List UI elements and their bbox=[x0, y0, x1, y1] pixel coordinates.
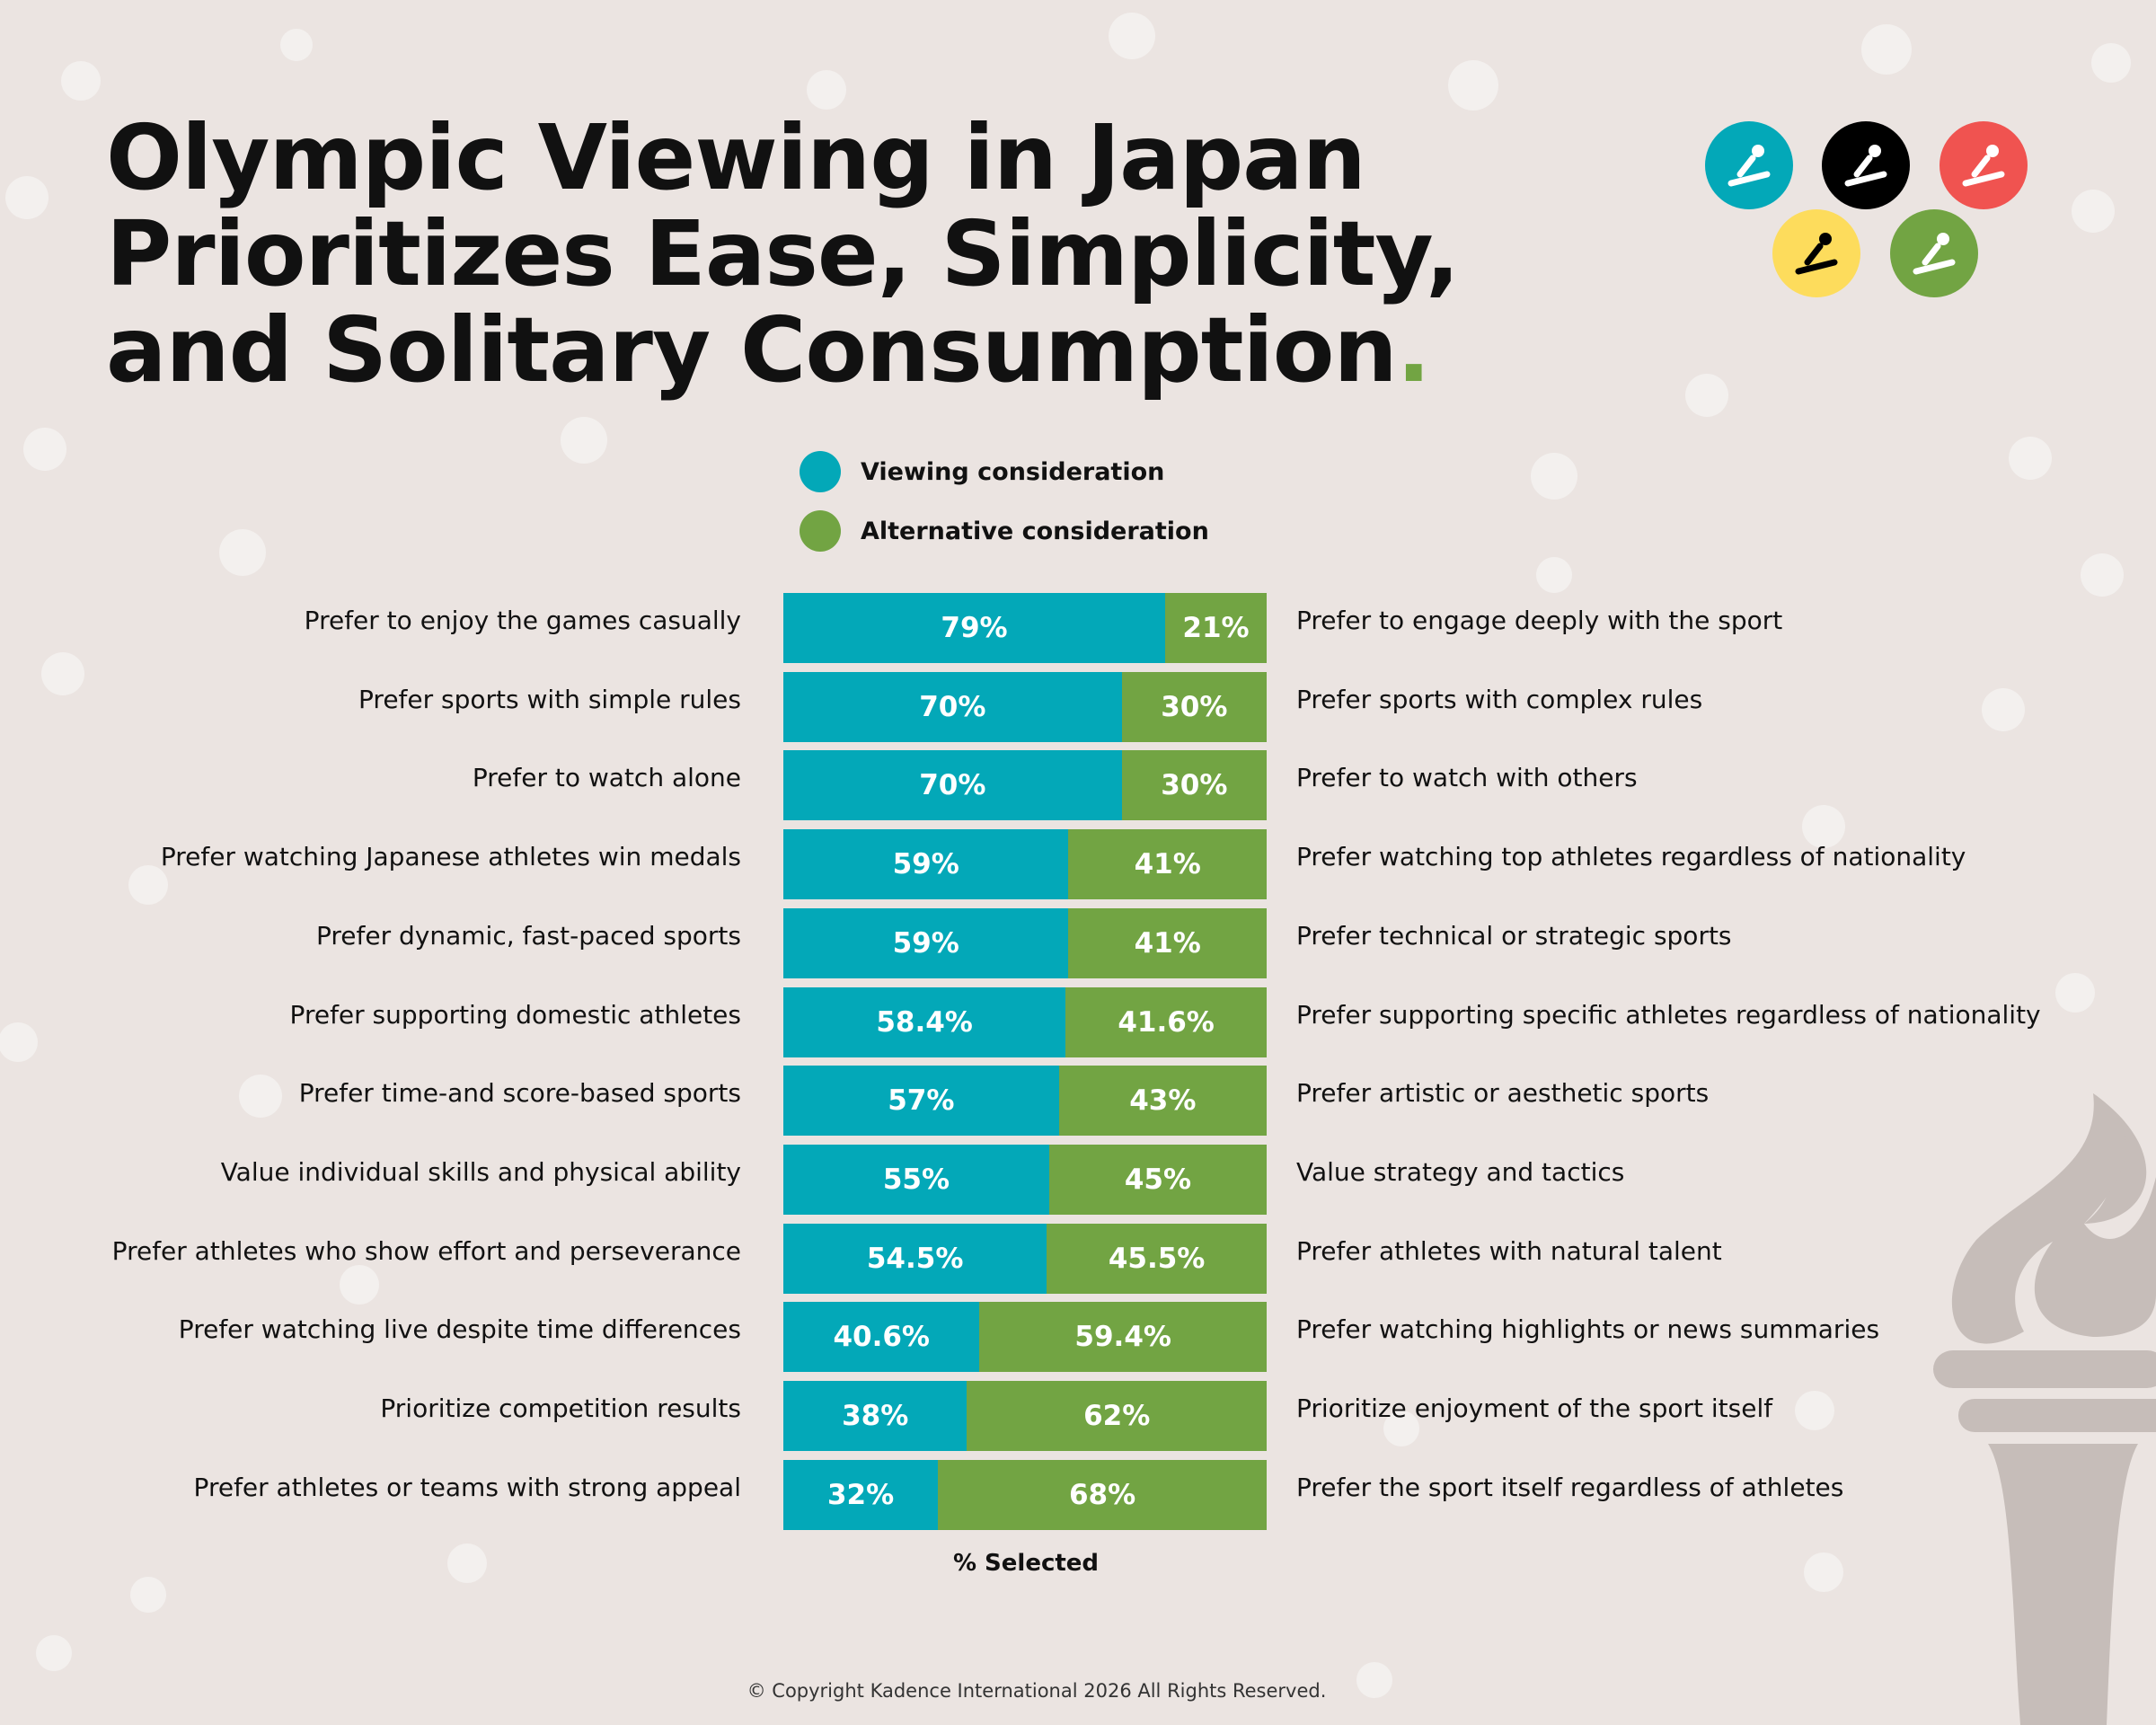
legend-label: Alternative consideration bbox=[861, 517, 1209, 545]
right-category-label: Prioritize enjoyment of the sport itself bbox=[1296, 1393, 1773, 1423]
page-title: Olympic Viewing in Japan Prioritizes Eas… bbox=[106, 110, 1633, 398]
speed-skating-icon bbox=[1940, 121, 2028, 209]
bar-alternative: 41% bbox=[1068, 829, 1267, 900]
data-label: 30% bbox=[1161, 769, 1228, 802]
data-label: 79% bbox=[941, 612, 1008, 644]
right-category-label: Prefer sports with complex rules bbox=[1296, 684, 1703, 714]
data-label: 58.4% bbox=[876, 1005, 973, 1039]
right-category-label: Prefer technical or strategic sports bbox=[1296, 920, 1732, 951]
left-category-label: Prefer athletes who show effort and pers… bbox=[111, 1235, 741, 1266]
bar-alternative: 43% bbox=[1058, 1066, 1267, 1137]
data-label: 68% bbox=[1068, 1478, 1136, 1511]
left-category-label: Value individual skills and physical abi… bbox=[220, 1156, 741, 1187]
curling-icon bbox=[1705, 121, 1793, 209]
bar-alternative: 21% bbox=[1165, 593, 1267, 663]
right-category-label: Prefer watching highlights or news summa… bbox=[1296, 1314, 1880, 1345]
left-category-label: Prefer time-and score-based sports bbox=[298, 1078, 741, 1109]
torch-icon bbox=[1933, 1093, 2156, 1725]
bar-alternative: 30% bbox=[1121, 750, 1267, 821]
title-dot: . bbox=[1396, 297, 1431, 402]
legend-label: Viewing consideration bbox=[861, 457, 1165, 486]
bar-alternative: 41% bbox=[1068, 907, 1267, 978]
bar-viewing: 57% bbox=[783, 1066, 1059, 1137]
x-axis-label: % Selected bbox=[952, 1550, 1100, 1577]
bar-viewing: 70% bbox=[783, 750, 1122, 821]
legend-swatch bbox=[800, 451, 841, 492]
bar-viewing: 59% bbox=[783, 829, 1069, 900]
data-label: 57% bbox=[888, 1084, 955, 1118]
bar-alternative: 45% bbox=[1048, 1144, 1267, 1215]
bar-viewing: 59% bbox=[783, 907, 1069, 978]
bar-alternative: 45.5% bbox=[1047, 1223, 1267, 1294]
left-category-label: Prefer sports with simple rules bbox=[358, 684, 741, 714]
bar-viewing: 40.6% bbox=[783, 1302, 980, 1373]
left-category-label: Prefer watching Japanese athletes win me… bbox=[160, 842, 741, 872]
left-category-label: Prefer watching live despite time differ… bbox=[178, 1314, 741, 1345]
data-label: 59% bbox=[892, 926, 959, 960]
bar-alternative: 30% bbox=[1121, 671, 1267, 742]
bar-viewing: 70% bbox=[783, 671, 1122, 742]
data-label: 30% bbox=[1161, 690, 1228, 723]
data-label: 32% bbox=[826, 1478, 895, 1511]
bar-viewing: 79% bbox=[783, 593, 1166, 663]
figure-skating-icon bbox=[1772, 209, 1860, 297]
bar-alternative: 41.6% bbox=[1065, 986, 1267, 1057]
bar-viewing: 54.5% bbox=[783, 1223, 1047, 1294]
legend-swatch bbox=[800, 510, 841, 552]
data-label: 70% bbox=[919, 690, 986, 723]
bar-viewing: 55% bbox=[783, 1144, 1049, 1215]
right-category-label: Prefer supporting specific athletes rega… bbox=[1296, 999, 2041, 1030]
data-label: 45% bbox=[1124, 1163, 1192, 1196]
data-label: 54.5% bbox=[866, 1242, 964, 1275]
right-category-label: Prefer to watch with others bbox=[1296, 763, 1638, 793]
data-label: 43% bbox=[1129, 1084, 1197, 1118]
data-label: 41% bbox=[1134, 848, 1201, 881]
data-label: 55% bbox=[882, 1163, 950, 1196]
legend-item: Alternative consideration bbox=[800, 510, 1209, 552]
bar-alternative: 62% bbox=[967, 1381, 1267, 1451]
data-label: 40.6% bbox=[833, 1321, 930, 1354]
right-category-label: Prefer artistic or aesthetic sports bbox=[1296, 1078, 1710, 1109]
left-category-label: Prefer to watch alone bbox=[472, 763, 741, 793]
copyright: © Copyright Kadence International 2026 A… bbox=[747, 1680, 1327, 1702]
left-category-label: Prioritize competition results bbox=[380, 1393, 741, 1423]
bar-alternative: 59.4% bbox=[979, 1302, 1267, 1373]
data-label: 70% bbox=[919, 769, 986, 802]
right-category-label: Value strategy and tactics bbox=[1296, 1156, 1625, 1187]
data-label: 21% bbox=[1182, 612, 1250, 644]
bar-alternative: 68% bbox=[938, 1459, 1267, 1530]
title-text: Olympic Viewing in Japan Prioritizes Eas… bbox=[106, 105, 1460, 402]
data-label: 41.6% bbox=[1118, 1005, 1215, 1039]
bar-viewing: 58.4% bbox=[783, 986, 1066, 1057]
bar-viewing: 32% bbox=[783, 1459, 939, 1530]
left-category-label: Prefer to enjoy the games casually bbox=[304, 606, 741, 635]
bar-viewing: 38% bbox=[783, 1381, 968, 1451]
right-category-label: Prefer to engage deeply with the sport bbox=[1296, 606, 1783, 635]
right-category-label: Prefer the sport itself regardless of at… bbox=[1296, 1472, 1844, 1502]
data-label: 59.4% bbox=[1074, 1321, 1171, 1354]
data-label: 38% bbox=[842, 1400, 909, 1432]
data-label: 62% bbox=[1083, 1400, 1151, 1432]
left-category-label: Prefer athletes or teams with strong app… bbox=[193, 1472, 741, 1502]
data-label: 41% bbox=[1134, 926, 1201, 960]
data-label: 59% bbox=[892, 848, 959, 881]
data-label: 45.5% bbox=[1108, 1242, 1206, 1275]
snow-dots bbox=[0, 13, 2131, 1698]
snowboard-icon bbox=[1822, 121, 1910, 209]
left-category-label: Prefer supporting domestic athletes bbox=[289, 999, 741, 1030]
ski-jumping-icon bbox=[1890, 209, 1978, 297]
right-category-label: Prefer athletes with natural talent bbox=[1296, 1235, 1722, 1266]
legend-item: Viewing consideration bbox=[800, 451, 1164, 492]
left-category-label: Prefer dynamic, fast-paced sports bbox=[316, 920, 741, 951]
right-category-label: Prefer watching top athletes regardless … bbox=[1296, 842, 1966, 872]
